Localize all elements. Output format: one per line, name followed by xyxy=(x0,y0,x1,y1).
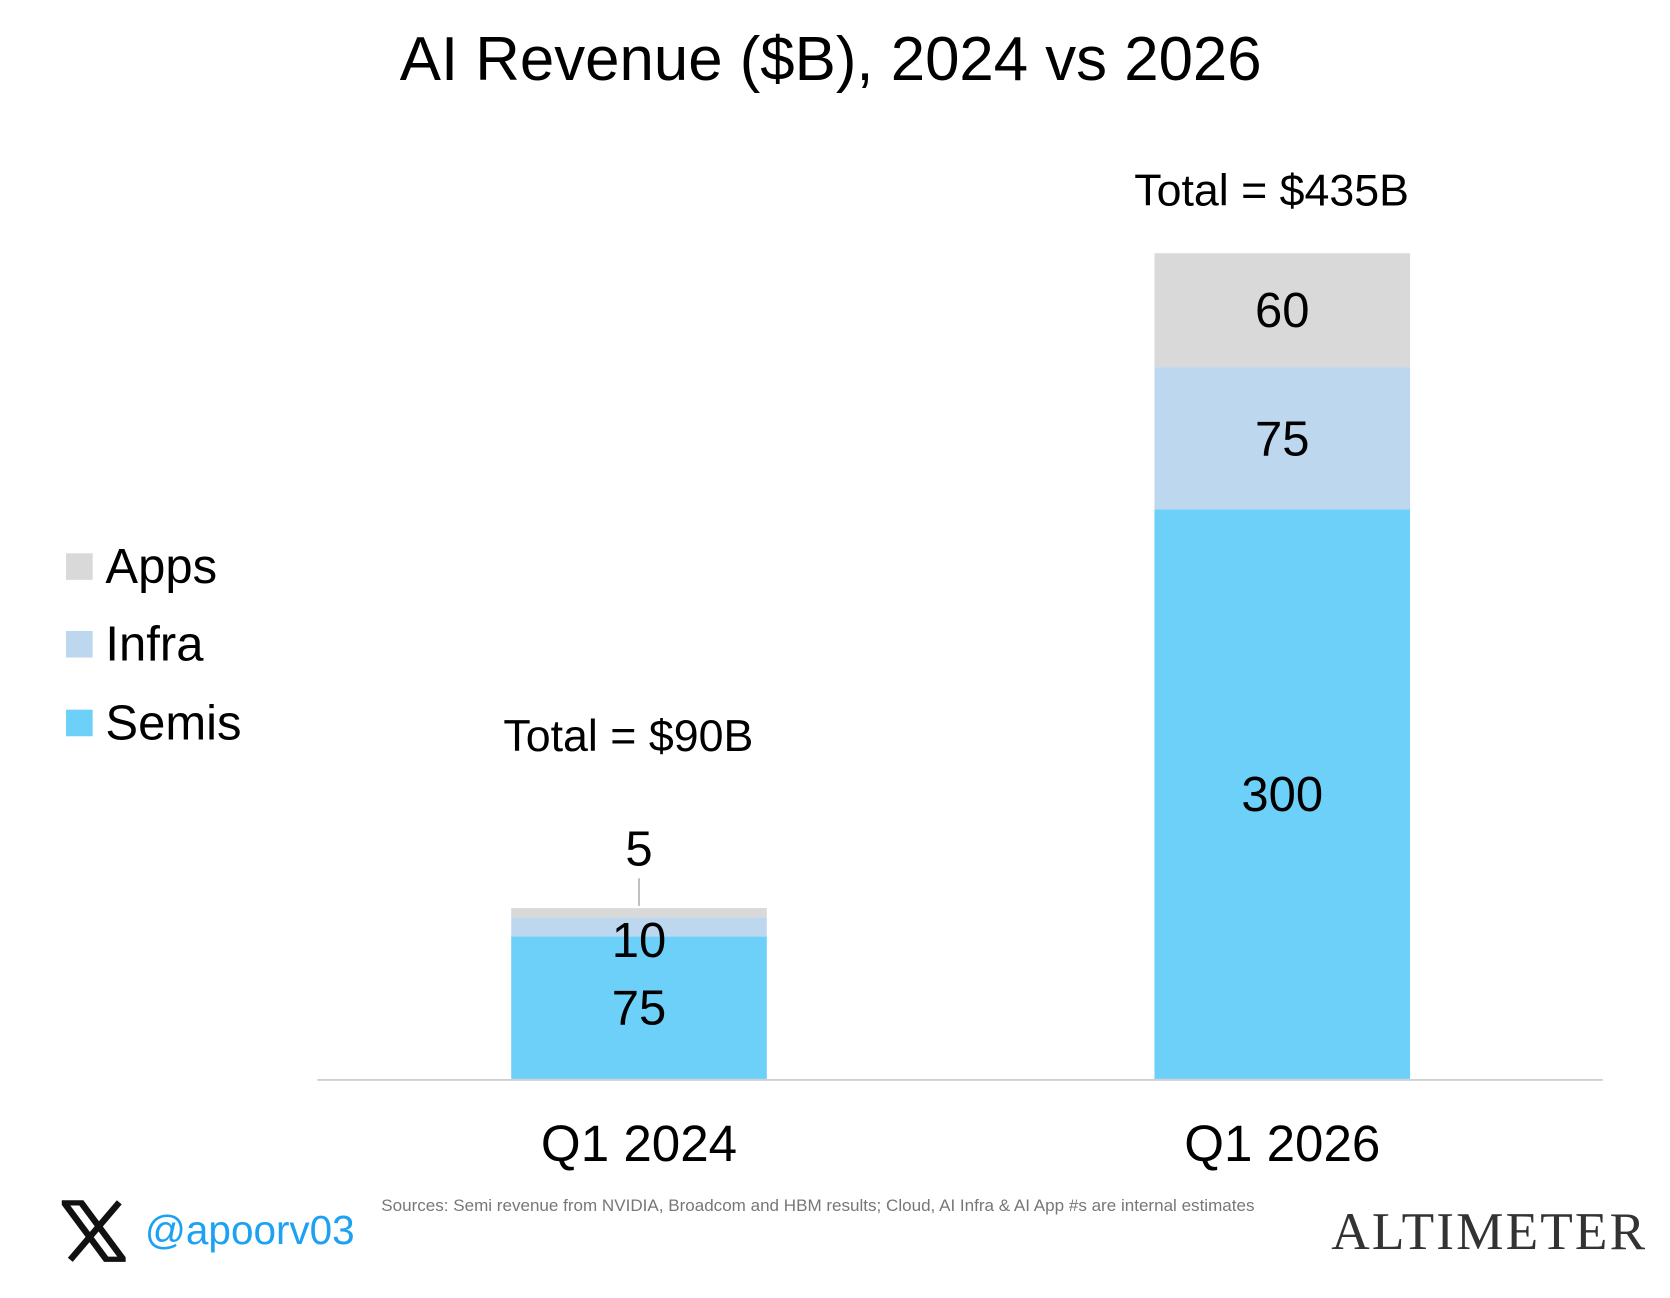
chart-title: AI Revenue ($B), 2024 vs 2026 xyxy=(399,24,1262,94)
total-label-q1-2026: Total = $435B xyxy=(1134,164,1410,215)
legend-label-infra: Infra xyxy=(105,616,204,672)
data-label-semis-1: 300 xyxy=(1241,768,1323,822)
x-logo-icon xyxy=(57,1199,130,1267)
twitter-handle: @apoorv03 xyxy=(144,1208,355,1254)
bar-semis-0 xyxy=(511,936,767,1079)
x-tick-q1-2024: Q1 2024 xyxy=(540,1116,738,1173)
legend-swatch-apps xyxy=(66,552,93,580)
bar-infra-0 xyxy=(511,917,767,937)
data-label-infra-1: 75 xyxy=(1255,412,1309,466)
bar-apps-1 xyxy=(1154,253,1411,368)
data-label-apps-0: 5 xyxy=(625,823,652,877)
data-label-infra-0: 10 xyxy=(612,914,666,968)
data-label-apps-1: 60 xyxy=(1255,284,1309,338)
altimeter-logo: ALTIMETER xyxy=(1331,1201,1648,1261)
legend-swatch-infra xyxy=(66,630,93,658)
bar-semis-1 xyxy=(1154,509,1411,1079)
legend-item-infra: Infra xyxy=(66,615,203,672)
sources-note: Sources: Semi revenue from NVIDIA, Broad… xyxy=(381,1197,1255,1216)
legend-item-apps: Apps xyxy=(66,537,217,594)
bar-infra-1 xyxy=(1154,367,1411,510)
legend-label-apps: Apps xyxy=(105,538,218,594)
legend-label-semis: Semis xyxy=(105,694,242,751)
x-tick-q1-2026: Q1 2026 xyxy=(1184,1116,1381,1173)
legend-swatch-semis xyxy=(66,709,93,736)
bar-apps-0 xyxy=(511,908,767,918)
data-label-semis-0: 75 xyxy=(612,982,666,1036)
total-label-q1-2024: Total = $90B xyxy=(503,710,754,761)
legend-item-semis: Semis xyxy=(66,694,242,751)
